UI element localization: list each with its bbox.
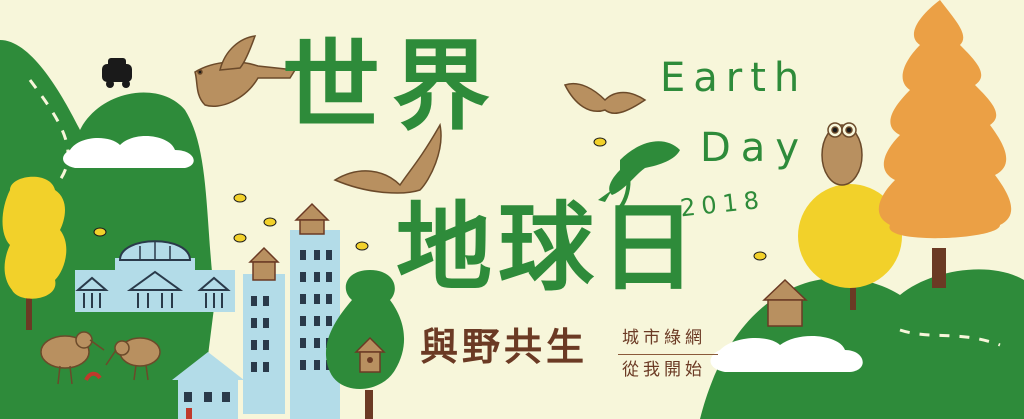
birdhouse-icon: [248, 246, 280, 281]
cloud-left: [63, 135, 194, 168]
yellow-tree-right: [798, 184, 902, 310]
orange-tree: [878, 0, 1012, 288]
owl-icon: [821, 122, 863, 186]
building-short: [243, 274, 285, 414]
tagline-line-1: 城市綠網: [622, 328, 706, 348]
bat-icon: [563, 83, 647, 114]
english-title-day: Day: [700, 125, 809, 171]
birdhouse-icon: [294, 202, 330, 235]
worm: [84, 371, 102, 382]
government-building: [75, 240, 235, 312]
building-tall: [290, 230, 340, 419]
yellow-tree-left: [2, 176, 67, 330]
title-line-1: 世界: [282, 30, 503, 144]
frog-icon: [598, 141, 680, 210]
green-tree-center: [325, 270, 405, 419]
hill-road: [899, 328, 1001, 347]
small-house: [172, 352, 244, 419]
house-right: [762, 278, 808, 327]
title-line-2: 地球日: [396, 192, 702, 304]
hill-road: [28, 79, 70, 181]
tagline-line-2: 從我開始: [622, 360, 706, 380]
english-title-earth: Earth: [660, 55, 808, 101]
tagline-divider: [618, 354, 718, 355]
cloud-right: [710, 335, 863, 372]
bird-right: [105, 337, 161, 381]
left-hill: [0, 40, 215, 419]
bird-left: [40, 331, 105, 385]
bee-icon: [93, 137, 767, 261]
subtitle: 與野共生: [420, 325, 589, 369]
car-icon: [102, 58, 132, 88]
bat-icon: [333, 122, 442, 194]
hawk-icon: [194, 35, 297, 107]
